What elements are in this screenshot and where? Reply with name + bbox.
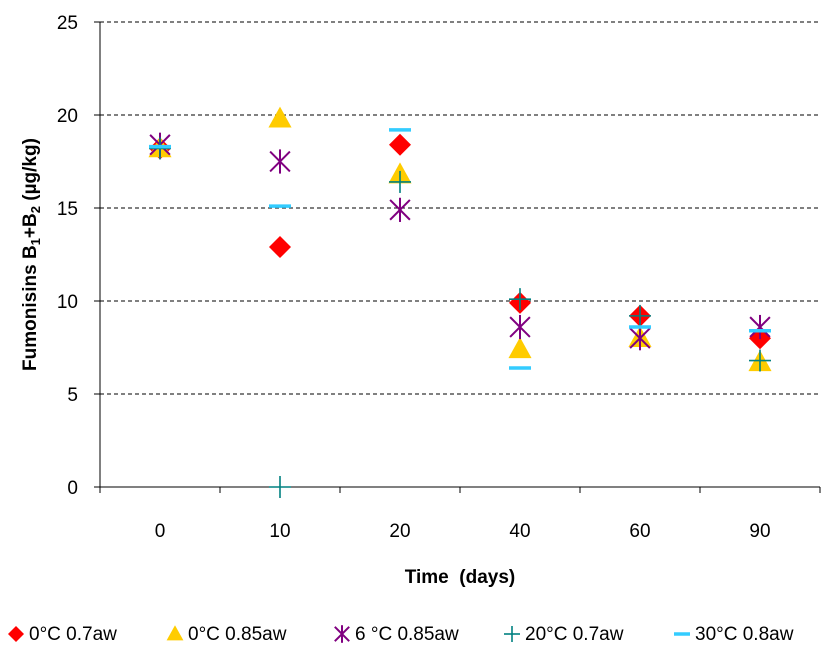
y-tick-label: 5 [67, 385, 78, 406]
y-tick-label: 0 [67, 478, 78, 499]
data-point [389, 133, 411, 156]
legend-label: 30°C 0.8aw [695, 624, 794, 645]
x-tick-label: 0 [155, 521, 166, 542]
legend-item: 0°C 0.7aw [8, 624, 117, 645]
legend-marker [334, 625, 350, 643]
legend-marker [166, 625, 184, 641]
data-point [269, 149, 291, 174]
y-axis-ticks: 0 5 10 15 20 25 [57, 13, 100, 499]
gridlines [100, 21, 820, 395]
legend-item: 30°C 0.8aw [674, 624, 794, 645]
legend-label: 0°C 0.85aw [188, 624, 287, 645]
x-tick-label: 90 [749, 521, 770, 542]
x-tick-label: 20 [389, 521, 410, 542]
y-tick-label: 15 [57, 199, 78, 220]
axes [99, 22, 820, 488]
legend-item: 0°C 0.85aw [166, 624, 287, 645]
y-tick-label: 20 [57, 106, 78, 127]
data-point [269, 236, 291, 259]
data-point [389, 170, 411, 193]
legend-label: 6 °C 0.85aw [355, 624, 459, 645]
x-tick-label: 60 [629, 521, 650, 542]
data-point [149, 137, 171, 160]
data-point [749, 314, 771, 340]
legend-item: 6 °C 0.85aw [334, 624, 459, 645]
y-axis-title: Fumonisins B1+B2 (µg/kg) [20, 138, 43, 371]
x-tick-label: 10 [269, 521, 290, 542]
y-axis-title-sub2: 2 [28, 206, 43, 213]
data-point [269, 476, 291, 498]
x-tick-label: 40 [509, 521, 530, 542]
data-point [629, 326, 651, 351]
data-points [148, 106, 772, 498]
legend: 0°C 0.7aw 0°C 0.85aw 6 °C 0.85aw 20°C 0.7aw… [8, 624, 794, 645]
y-axis-title-prefix: Fumonisins B [20, 245, 41, 371]
legend-label: 0°C 0.7aw [29, 624, 117, 645]
legend-marker [504, 626, 520, 642]
data-point [629, 304, 651, 327]
data-point [749, 349, 771, 372]
y-axis-title-sub1: 1 [28, 238, 43, 245]
data-point [509, 314, 531, 340]
y-tick-label: 10 [57, 292, 78, 313]
data-point [508, 337, 532, 359]
legend-marker [8, 626, 24, 642]
x-axis-title: Time (days) [405, 567, 516, 588]
data-point [268, 106, 292, 128]
x-axis-ticks: 0 10 20 40 60 90 [99, 487, 821, 542]
y-tick-label: 25 [57, 13, 78, 34]
legend-item: 20°C 0.7aw [504, 624, 624, 645]
data-point [509, 288, 531, 311]
y-axis-title-suffix: (µg/kg) [20, 138, 41, 206]
legend-label: 20°C 0.7aw [525, 624, 624, 645]
y-axis-title-mid: +B [20, 213, 41, 238]
data-point [389, 197, 411, 222]
